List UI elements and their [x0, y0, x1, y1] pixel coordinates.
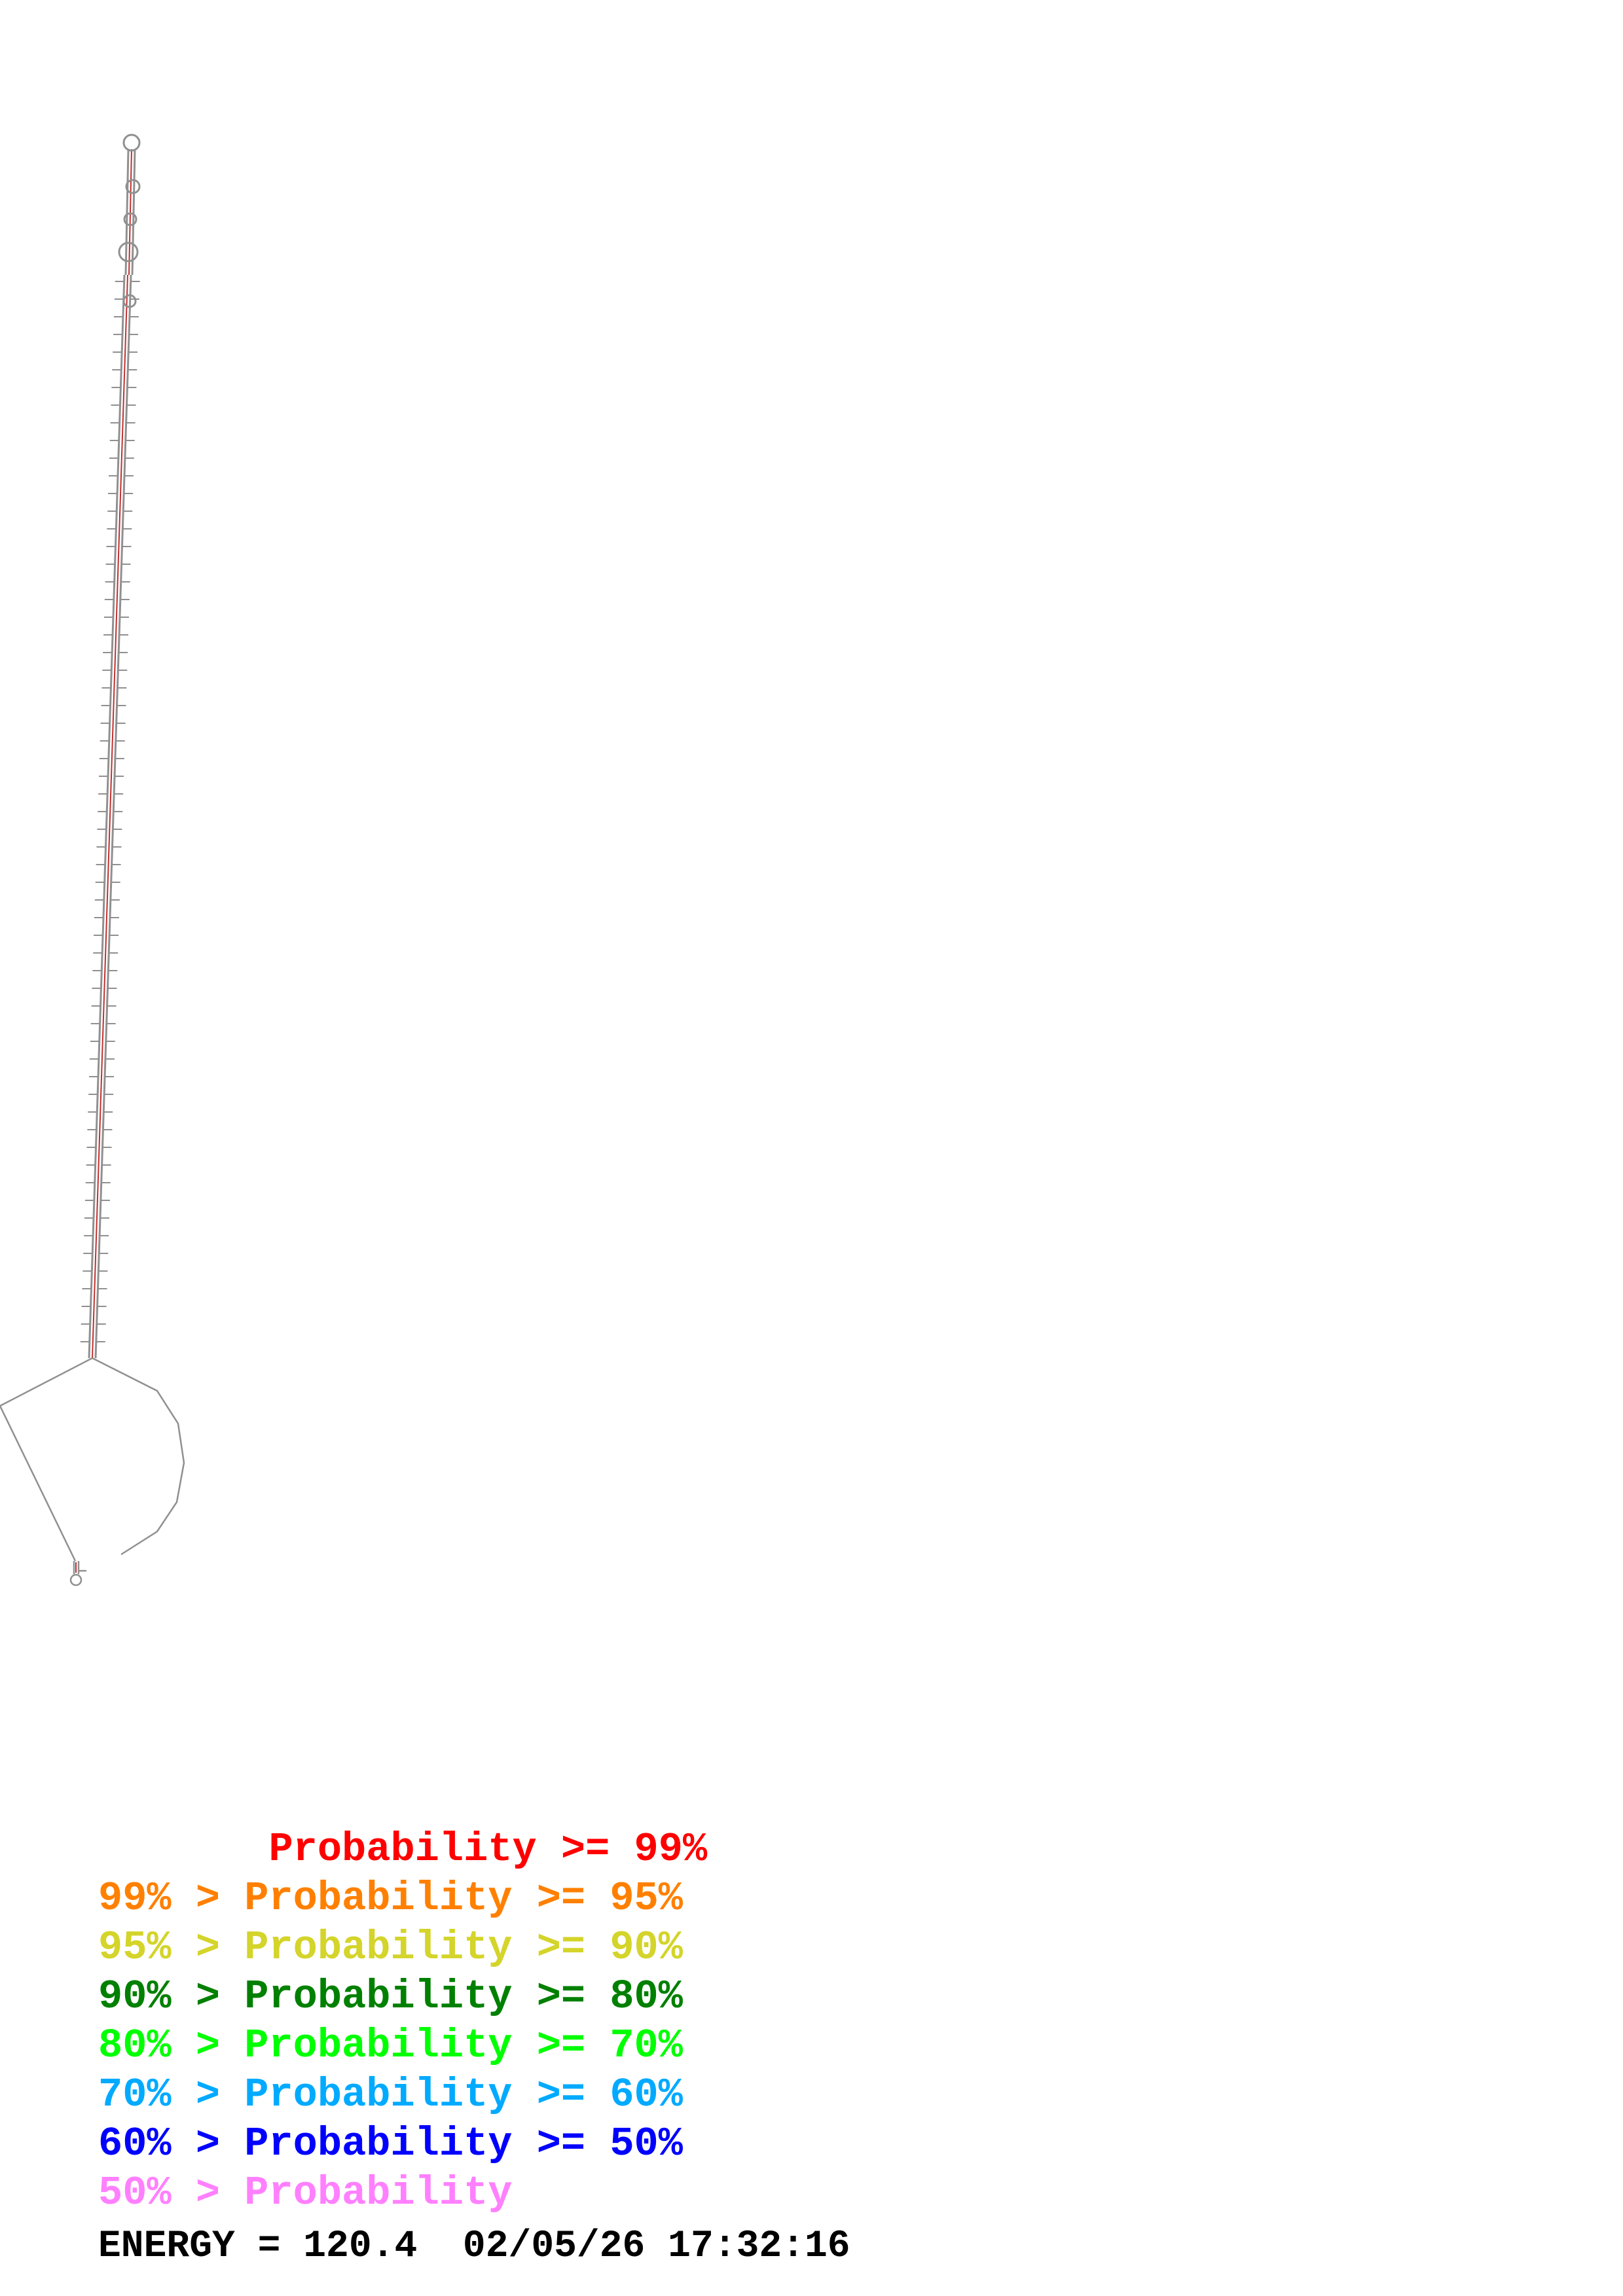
helix-strand-5prime — [88, 274, 126, 1359]
timestamp: 02/05/26 17:32:16 — [462, 2225, 850, 2268]
single-strand-right — [92, 1357, 185, 1556]
helix-stem — [80, 274, 140, 1359]
hairpin-loop — [122, 134, 141, 152]
legend-row-60: 70% > Probability >= 60% — [98, 2072, 683, 2118]
bottom-loop-region — [0, 1357, 185, 1587]
energy-footer: ENERGY = 120.4 02/05/26 17:32:16 — [98, 2228, 850, 2266]
energy-value: ENERGY = 120.4 — [98, 2225, 418, 2268]
legend-row-99: Probability >= 99% — [98, 1826, 708, 1873]
legend-row-80: 90% > Probability >= 80% — [98, 1973, 683, 2020]
interior-loop-3 — [118, 242, 139, 262]
interior-loop-1 — [125, 179, 141, 194]
interior-loop-2 — [123, 212, 137, 226]
legend-row-below-50: 50% > Probability — [98, 2170, 513, 2216]
legend-row-70: 80% > Probability >= 70% — [98, 2022, 683, 2069]
backbone-tick-marks — [80, 281, 140, 1342]
single-strand-left — [0, 1357, 93, 1562]
base-pair-line — [92, 274, 128, 1359]
upper-stem-right — [131, 149, 136, 276]
legend-row-90: 95% > Probability >= 90% — [98, 1924, 683, 1971]
upper-stem-left — [124, 149, 130, 276]
legend-row-50: 60% > Probability >= 50% — [98, 2121, 683, 2167]
small-hairpin-loop — [69, 1573, 82, 1587]
top-hairpin — [118, 134, 141, 308]
legend-row-95: 99% > Probability >= 95% — [98, 1875, 683, 1922]
interior-loop-4 — [122, 294, 137, 308]
helix-strand-3prime — [94, 274, 132, 1359]
upper-pair-line — [128, 149, 132, 276]
